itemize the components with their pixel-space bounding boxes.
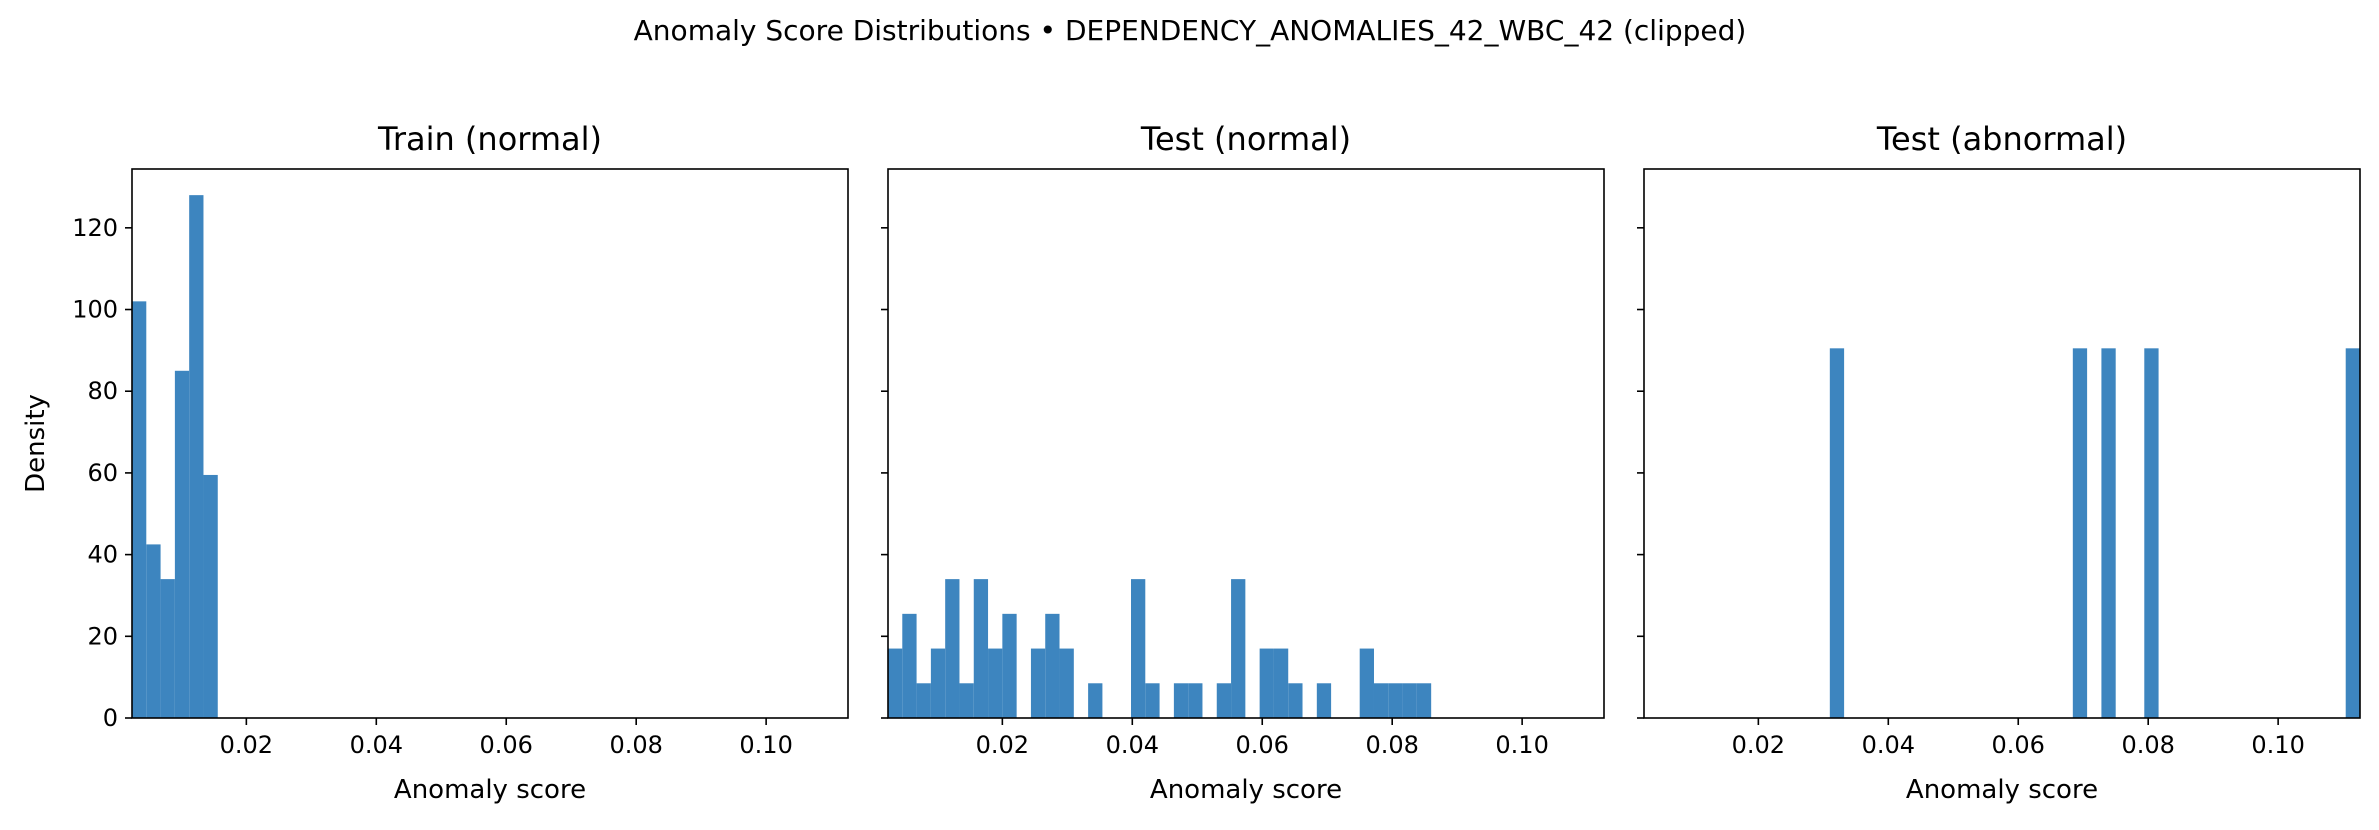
histogram-bar-p2-28 xyxy=(1416,683,1432,718)
x-tick-label-p3-1: 0.02 xyxy=(1732,731,1785,759)
x-tick-label-p2-1: 0.02 xyxy=(976,731,1029,759)
figure-suptitle: Anomaly Score Distributions • DEPENDENCY… xyxy=(634,14,1747,47)
histogram-bar-p2-7 xyxy=(973,579,989,718)
histogram-bar-p2-16 xyxy=(1173,683,1189,718)
histogram-bar-p1-5 xyxy=(189,195,204,718)
histogram-bar-p2-23 xyxy=(1316,683,1332,718)
x-tick-label-p2-5: 0.10 xyxy=(1495,731,1548,759)
histogram-bar-p2-10 xyxy=(1030,648,1046,718)
histogram-bar-p2-27 xyxy=(1402,683,1417,718)
y-tick-label-p1-5: 80 xyxy=(87,377,118,405)
histogram-bar-p2-26 xyxy=(1388,683,1403,718)
panel-title-p2: Test (normal) xyxy=(1140,120,1351,158)
histogram-bar-p2-5 xyxy=(945,579,960,718)
histogram-bar-p2-21 xyxy=(1273,648,1289,718)
x-tick-label-p1-5: 0.10 xyxy=(739,731,792,759)
histogram-bar-p2-19 xyxy=(1231,579,1246,718)
x-axis-label-p1: Anomaly score xyxy=(394,775,586,805)
x-tick-label-p2-2: 0.04 xyxy=(1106,731,1159,759)
x-tick-label-p2-4: 0.08 xyxy=(1365,731,1418,759)
histogram-bar-p2-3 xyxy=(916,683,931,718)
histogram-bar-p2-9 xyxy=(1002,613,1017,718)
histogram-bar-p2-12 xyxy=(1059,648,1074,718)
x-axis-label-p2: Anomaly score xyxy=(1150,775,1342,805)
histogram-bar-p2-17 xyxy=(1188,683,1203,718)
histogram-bar-p2-6 xyxy=(959,683,974,718)
histogram-bar-p1-6 xyxy=(203,474,218,718)
axes-frame-p2 xyxy=(887,168,1605,719)
histogram-bar-p2-20 xyxy=(1259,648,1274,718)
x-tick-label-p1-4: 0.08 xyxy=(609,731,662,759)
histogram-bar-p2-11 xyxy=(1045,613,1060,718)
histogram-bar-p2-22 xyxy=(1288,683,1303,718)
histogram-bar-p2-13 xyxy=(1088,683,1103,718)
panel-title-p3: Test (abnormal) xyxy=(1876,120,2127,158)
histogram-bar-p3-1 xyxy=(1829,348,1845,718)
axes-frame-p1 xyxy=(131,168,849,719)
x-tick-label-p1-3: 0.06 xyxy=(480,731,533,759)
histogram-bar-p3-3 xyxy=(2101,348,2116,718)
x-tick-label-p3-2: 0.04 xyxy=(1862,731,1915,759)
histogram-bar-p2-2 xyxy=(902,613,917,718)
x-tick-label-p3-4: 0.08 xyxy=(2121,731,2174,759)
y-tick-label-p1-3: 40 xyxy=(87,541,118,569)
axes-frame-p3 xyxy=(1643,168,2361,719)
histogram-bar-p2-15 xyxy=(1145,683,1160,718)
x-tick-label-p3-5: 0.10 xyxy=(2251,731,2304,759)
y-tick-label-p1-1: 0 xyxy=(103,704,118,732)
y-tick-label-p1-6: 100 xyxy=(72,296,118,324)
x-tick-label-p1-2: 0.04 xyxy=(350,731,403,759)
histogram-bar-p1-3 xyxy=(160,579,175,718)
y-tick-label-p1-2: 20 xyxy=(87,622,118,650)
histogram-bar-p1-4 xyxy=(174,370,190,718)
histogram-bar-p2-24 xyxy=(1359,648,1374,718)
histogram-bar-p2-1 xyxy=(888,648,903,718)
y-tick-label-p1-4: 60 xyxy=(87,459,118,487)
histogram-bar-p2-14 xyxy=(1131,579,1146,718)
x-axis-label-p3: Anomaly score xyxy=(1906,775,2098,805)
y-tick-label-p1-7: 120 xyxy=(72,214,118,242)
panel-title-p1: Train (normal) xyxy=(377,120,602,158)
histogram-bar-p3-2 xyxy=(2072,348,2088,718)
histogram-bar-p2-18 xyxy=(1216,683,1232,718)
histogram-bar-p3-4 xyxy=(2144,348,2159,718)
y-axis-label-p1: Density xyxy=(21,394,51,493)
histogram-bar-p2-4 xyxy=(930,648,946,718)
histogram-bar-p2-25 xyxy=(1374,683,1389,718)
x-tick-label-p3-3: 0.06 xyxy=(1992,731,2045,759)
histogram-bar-p1-1 xyxy=(132,301,147,718)
histogram-bar-p1-2 xyxy=(146,544,161,718)
x-tick-label-p1-1: 0.02 xyxy=(220,731,273,759)
x-tick-label-p2-3: 0.06 xyxy=(1236,731,1289,759)
histogram-bar-p3-5 xyxy=(2345,348,2360,718)
histogram-bar-p2-8 xyxy=(988,648,1003,718)
